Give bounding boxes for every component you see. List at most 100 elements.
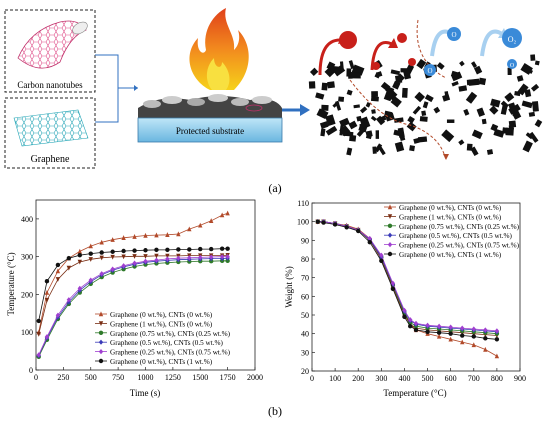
red-particle (372, 62, 380, 70)
char-flake (321, 82, 328, 91)
data-point (471, 326, 476, 332)
data-point (99, 255, 104, 261)
x-tick-label: 750 (112, 373, 124, 382)
dashed-boundary (349, 79, 447, 161)
data-point (88, 243, 93, 249)
data-point (99, 239, 104, 245)
char-flake (413, 137, 420, 144)
data-point (219, 246, 225, 251)
data-point (77, 285, 82, 291)
substrate-label: Protected substrate (176, 126, 244, 136)
char-flake (532, 101, 539, 112)
data-point (219, 254, 225, 260)
char-flake (348, 120, 358, 130)
data-point (219, 212, 225, 218)
data-point (187, 255, 192, 261)
char-flake (528, 131, 539, 143)
char-flake (466, 79, 479, 86)
x-tick-label: 1000 (138, 373, 154, 382)
data-point (379, 252, 384, 258)
data-point (110, 266, 115, 272)
legend-entry: Graphene (0 wt.%), CNTs (1 wt.%) (110, 358, 213, 366)
series-5 (315, 219, 500, 342)
y-tick-label: 100 (21, 328, 33, 337)
data-point (176, 247, 181, 252)
char-flake (508, 103, 521, 115)
char-flake (375, 130, 380, 139)
char-flake (500, 104, 508, 115)
char-flake (507, 67, 512, 76)
char-flake (481, 118, 487, 125)
legend-entry: Graphene (0 wt.%), CNTs (0 wt.%) (110, 311, 213, 319)
char-flake (350, 72, 361, 79)
red-particle (408, 58, 416, 66)
data-point (494, 328, 500, 334)
legend-marker (98, 311, 104, 317)
bubble-label: O (451, 31, 456, 39)
data-point (460, 333, 465, 338)
panel-a-label: (a) (268, 181, 281, 195)
y-tick-label: 110 (297, 199, 309, 208)
char-flake (390, 69, 401, 76)
legend-marker (387, 232, 393, 238)
legend-marker (98, 358, 104, 364)
char-flake (403, 70, 412, 80)
char-flake (471, 61, 478, 68)
x-tick-label: 800 (491, 374, 503, 383)
data-point (55, 277, 61, 282)
data-point (77, 259, 82, 265)
data-point (367, 235, 372, 242)
blue-particle (447, 27, 461, 41)
char-flake (473, 65, 483, 75)
data-point (187, 247, 192, 252)
char-flake (356, 115, 362, 122)
data-point (436, 330, 442, 335)
char-flake (446, 119, 455, 123)
data-point (132, 234, 137, 239)
data-point (176, 255, 181, 261)
char-flake (383, 110, 393, 119)
char-flake (390, 96, 402, 108)
char-flake (321, 104, 329, 111)
char-flake (325, 114, 336, 127)
data-point (165, 247, 170, 253)
y-tick-label: 20 (301, 367, 309, 376)
data-point (344, 225, 349, 230)
data-point (483, 336, 488, 341)
data-point (471, 342, 476, 348)
char-flake (478, 77, 487, 86)
char-flake (394, 141, 405, 152)
data-point (483, 327, 488, 333)
char-flake (308, 81, 316, 89)
data-point (165, 253, 170, 259)
particles: O O O₂ O (339, 27, 522, 76)
char-flake (371, 91, 378, 97)
char-flake (476, 107, 485, 117)
bubble-label: O (427, 67, 432, 75)
char-flake (370, 115, 377, 122)
bubble-label: O (510, 63, 515, 69)
data-point (143, 248, 148, 253)
char-flake (508, 120, 517, 128)
data-point (66, 265, 72, 271)
legend-entry: Graphene (0.75 wt.%), CNTs (0.25 wt.%) (110, 330, 231, 338)
x-tick-label: 2000 (247, 373, 263, 382)
panel-b-label: (b) (268, 404, 282, 418)
data-point (132, 254, 137, 259)
legend-marker (98, 321, 104, 326)
char-flake (380, 81, 391, 92)
chart2-legend: Graphene (0 wt.%), CNTs (0 wt.%)Graphene… (384, 204, 520, 259)
data-point (436, 333, 442, 339)
data-point (44, 297, 50, 303)
char-flake (490, 98, 501, 108)
data-point (321, 220, 326, 225)
data-point (44, 334, 50, 340)
data-point (121, 263, 126, 269)
data-point (460, 339, 465, 345)
char-flake (374, 72, 381, 79)
char-flake (377, 145, 386, 156)
char-flake (528, 111, 536, 117)
char-flake (486, 149, 494, 155)
data-point (436, 323, 442, 329)
data-point (225, 258, 230, 264)
